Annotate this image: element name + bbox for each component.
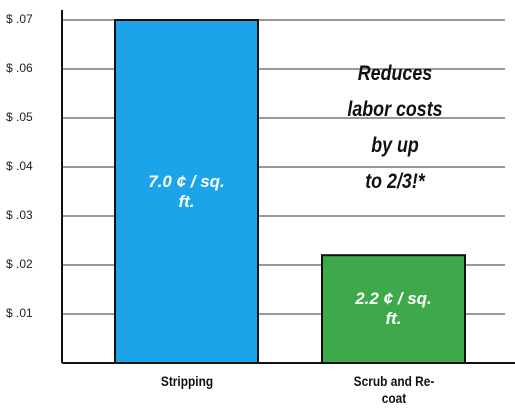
y-tick-label: $ .07 xyxy=(6,12,33,26)
x-tick-label: Scrub and Re-coat xyxy=(353,373,434,406)
y-tick-label: $ .03 xyxy=(6,208,33,222)
annotation: Reduces xyxy=(357,62,433,85)
y-tick-label: $ .01 xyxy=(6,306,33,320)
y-tick-label: $ .02 xyxy=(6,257,33,271)
y-tick-label: $ .06 xyxy=(6,61,33,75)
annotation: to 2/3!* xyxy=(365,170,425,193)
y-tick-label: $ .04 xyxy=(6,159,33,173)
annotation: labor costs xyxy=(347,98,443,121)
y-tick-label: $ .05 xyxy=(6,110,33,124)
annotation: by up xyxy=(371,134,419,157)
value-label: 7.0 ¢ / sq. ft. xyxy=(148,171,225,211)
x-tick-label: Stripping xyxy=(160,373,213,389)
value-label: 2.2 ¢ / sq. ft. xyxy=(355,289,432,329)
bar xyxy=(321,254,466,364)
